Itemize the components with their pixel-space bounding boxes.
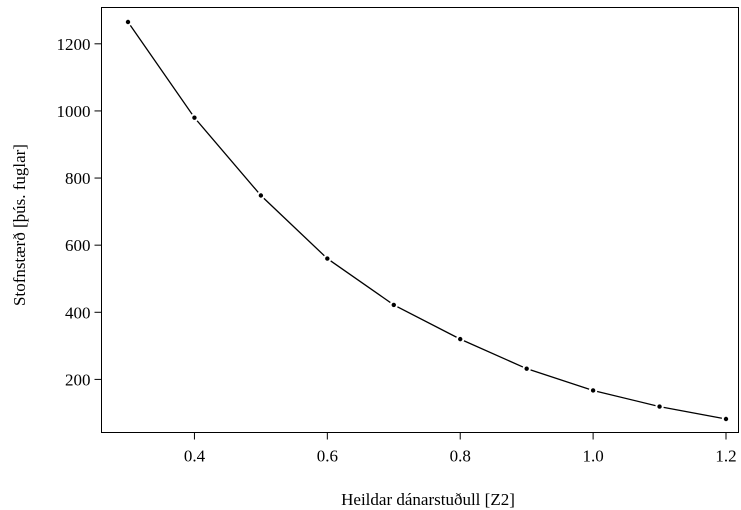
- x-axis: 0.4 0.6 0.8 1.0 1.2: [184, 432, 737, 466]
- x-tick-label: 1.0: [582, 447, 603, 466]
- data-point: [588, 386, 598, 395]
- x-tick-label: 0.8: [450, 447, 471, 466]
- data-point: [389, 300, 398, 310]
- data-point: [456, 334, 465, 344]
- data-point: [123, 17, 133, 27]
- y-tick-label: 800: [65, 169, 91, 188]
- y-tick-label: 1200: [57, 35, 91, 54]
- plot-frame: [101, 7, 739, 433]
- series-layer: [123, 17, 731, 424]
- y-tick-label: 1000: [57, 102, 91, 121]
- data-point: [522, 364, 531, 373]
- x-axis-label: Heildar dánarstuðull [Z2]: [341, 490, 515, 509]
- data-point: [655, 402, 664, 411]
- x-tick-label: 1.2: [715, 447, 736, 466]
- y-axis-label: Stofnstærð [þús. fuglar]: [10, 144, 29, 306]
- y-axis: 200 400 600 800 1000 1200: [57, 35, 102, 389]
- series-line: [127, 21, 727, 420]
- y-tick-label: 200: [65, 370, 91, 389]
- y-tick-label: 600: [65, 236, 91, 255]
- y-tick-label: 400: [65, 303, 91, 322]
- x-tick-label: 0.6: [317, 447, 338, 466]
- data-point: [190, 113, 199, 122]
- data-point: [323, 254, 332, 263]
- data-point: [256, 191, 266, 200]
- x-tick-label: 0.4: [184, 447, 206, 466]
- data-point: [721, 414, 731, 424]
